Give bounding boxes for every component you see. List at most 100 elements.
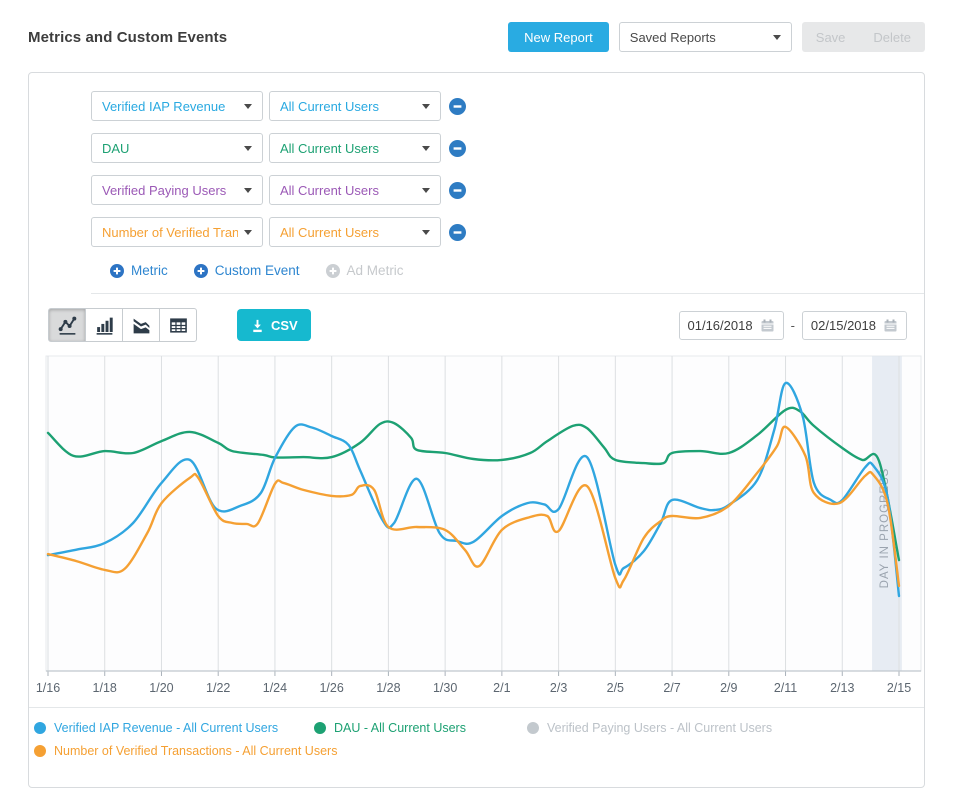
metric-config-section: Verified IAP Revenue All Current Users D…: [29, 73, 924, 294]
metric-select[interactable]: Number of Verified Trans...: [91, 217, 263, 247]
topbar-actions: New Report Saved Reports Save Delete: [508, 22, 925, 52]
metric-select[interactable]: Verified IAP Revenue: [91, 91, 263, 121]
saved-reports-label: Saved Reports: [630, 30, 767, 45]
new-report-button[interactable]: New Report: [508, 22, 609, 52]
legend-dot: [34, 722, 46, 734]
x-axis-label: 1/24: [263, 681, 287, 695]
segment-select-value: All Current Users: [280, 183, 416, 198]
csv-label: CSV: [271, 318, 298, 333]
x-axis-label: 1/16: [36, 681, 60, 695]
delete-button[interactable]: Delete: [859, 30, 925, 45]
legend-dot: [34, 745, 46, 757]
metric-row: DAU All Current Users: [91, 133, 924, 163]
legend-label: Verified IAP Revenue - All Current Users: [54, 721, 278, 735]
download-icon: [250, 318, 265, 333]
metric-row: Verified Paying Users All Current Users: [91, 175, 924, 205]
remove-metric-button[interactable]: [449, 224, 466, 241]
legend-item-number-of-verified-transactions[interactable]: Number of Verified Transactions - All Cu…: [34, 744, 337, 758]
x-axis-label: 2/11: [774, 681, 797, 695]
add-custom-event-button[interactable]: Custom Event: [194, 263, 300, 278]
x-axis-label: 1/20: [149, 681, 173, 695]
chevron-down-icon: [422, 104, 430, 109]
end-date-value: 02/15/2018: [811, 318, 876, 333]
chart-legend: Verified IAP Revenue - All Current Users…: [29, 708, 924, 758]
metric-select-value: Number of Verified Trans...: [102, 225, 238, 240]
plot-background: [46, 356, 921, 671]
chart-toolbar: CSV 01/16/2018 - 02/15/2018: [29, 294, 924, 342]
add-metric-button[interactable]: Metric: [110, 263, 168, 278]
plus-circle-icon: [110, 264, 124, 278]
report-panel: Verified IAP Revenue All Current Users D…: [28, 72, 925, 788]
table-icon: [168, 315, 189, 336]
legend-label: Verified Paying Users - All Current User…: [547, 721, 772, 735]
metric-select[interactable]: DAU: [91, 133, 263, 163]
legend-item-dau[interactable]: DAU - All Current Users: [314, 721, 491, 735]
date-range: 01/16/2018 - 02/15/2018: [679, 311, 908, 340]
x-axis-label: 2/7: [663, 681, 680, 695]
add-ad-metric-label: Ad Metric: [347, 263, 404, 278]
plus-circle-icon: [194, 264, 208, 278]
chevron-down-icon: [422, 188, 430, 193]
area-chart-button[interactable]: [122, 308, 160, 342]
plus-circle-icon: [326, 264, 340, 278]
add-metric-label: Metric: [131, 263, 168, 278]
x-axis-label: 2/9: [720, 681, 737, 695]
line-chart-button[interactable]: [48, 308, 86, 342]
chevron-down-icon: [773, 35, 781, 40]
save-delete-group: Save Delete: [802, 22, 925, 52]
add-custom-event-label: Custom Event: [215, 263, 300, 278]
metric-select-value: Verified Paying Users: [102, 183, 238, 198]
csv-download-button[interactable]: CSV: [237, 309, 311, 341]
x-axis-label: 1/28: [376, 681, 400, 695]
chevron-down-icon: [422, 146, 430, 151]
start-date-input[interactable]: 01/16/2018: [679, 311, 784, 340]
end-date-input[interactable]: 02/15/2018: [802, 311, 907, 340]
calendar-icon: [760, 318, 775, 333]
minus-circle-icon: [449, 182, 466, 199]
page-title: Metrics and Custom Events: [28, 29, 227, 46]
segment-select[interactable]: All Current Users: [269, 91, 441, 121]
saved-reports-select[interactable]: Saved Reports: [619, 22, 792, 52]
add-links-row: Metric Custom Event Ad Metric: [110, 263, 924, 278]
calendar-icon: [883, 318, 898, 333]
x-axis-label: 1/26: [319, 681, 343, 695]
date-separator: -: [791, 318, 795, 333]
segment-select[interactable]: All Current Users: [269, 217, 441, 247]
remove-metric-button[interactable]: [449, 182, 466, 199]
x-axis-label: 1/18: [93, 681, 117, 695]
legend-item-verified-paying-users[interactable]: Verified Paying Users - All Current User…: [527, 721, 772, 735]
metric-row: Number of Verified Trans... All Current …: [91, 217, 924, 247]
chevron-down-icon: [422, 230, 430, 235]
remove-metric-button[interactable]: [449, 98, 466, 115]
segment-select[interactable]: All Current Users: [269, 175, 441, 205]
segment-select-value: All Current Users: [280, 141, 416, 156]
bar-chart-icon: [94, 315, 115, 336]
bar-chart-button[interactable]: [85, 308, 123, 342]
chevron-down-icon: [244, 188, 252, 193]
segment-select-value: All Current Users: [280, 99, 416, 114]
save-button[interactable]: Save: [802, 30, 860, 45]
x-axis-label: 1/22: [206, 681, 230, 695]
x-axis-label: 2/3: [550, 681, 567, 695]
x-axis-label: 2/1: [493, 681, 510, 695]
legend-label: Number of Verified Transactions - All Cu…: [54, 744, 337, 758]
legend-row: Verified IAP Revenue - All Current Users…: [34, 721, 924, 735]
segment-select-value: All Current Users: [280, 225, 416, 240]
chart-type-group: [48, 308, 197, 342]
table-button[interactable]: [159, 308, 197, 342]
remove-metric-button[interactable]: [449, 140, 466, 157]
metric-select[interactable]: Verified Paying Users: [91, 175, 263, 205]
segment-select[interactable]: All Current Users: [269, 133, 441, 163]
minus-circle-icon: [449, 224, 466, 241]
legend-dot: [314, 722, 326, 734]
metric-row: Verified IAP Revenue All Current Users: [91, 91, 924, 121]
line-chart: 1/161/181/201/221/241/261/281/302/12/32/…: [46, 356, 921, 701]
x-axis-label: 2/15: [887, 681, 911, 695]
chevron-down-icon: [244, 104, 252, 109]
legend-row: Number of Verified Transactions - All Cu…: [34, 744, 924, 758]
x-axis-label: 1/30: [433, 681, 457, 695]
chart-area[interactable]: 1/161/181/201/221/241/261/281/302/12/32/…: [46, 356, 919, 701]
legend-item-verified-iap-revenue[interactable]: Verified IAP Revenue - All Current Users: [34, 721, 314, 735]
metric-select-value: Verified IAP Revenue: [102, 99, 238, 114]
x-axis-label: 2/13: [830, 681, 854, 695]
